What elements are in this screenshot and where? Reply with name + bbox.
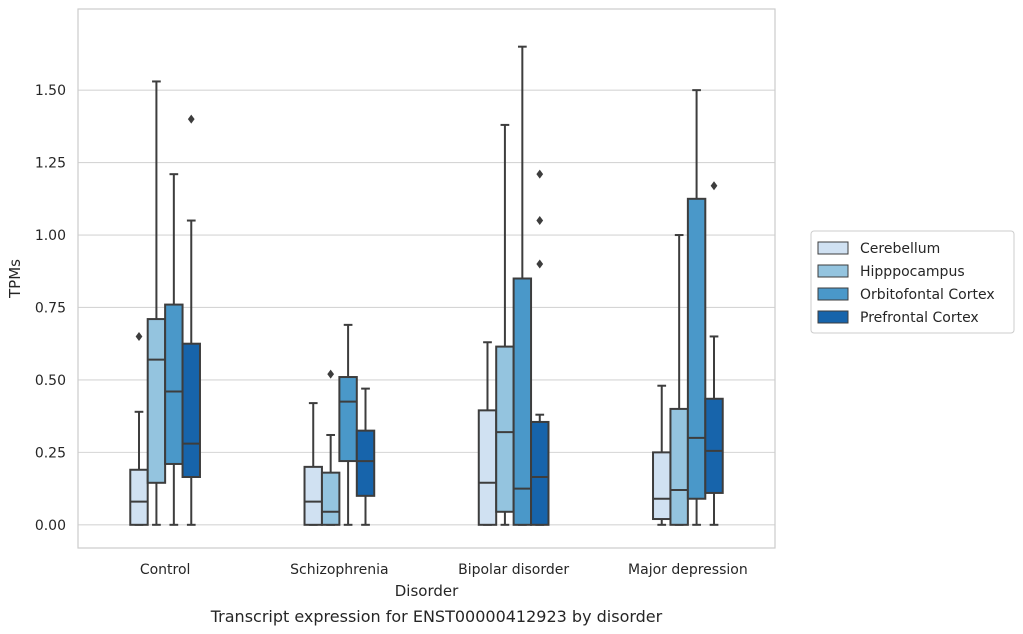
x-tick-label: Schizophrenia	[290, 562, 388, 578]
box-plot-1-1	[320, 369, 341, 526]
legend: Cerebellum Hipppocampus Orbitofontal Corte…	[810, 230, 1015, 334]
box-body	[338, 376, 358, 463]
outlier-point	[327, 369, 335, 379]
box-plot-3-1	[355, 387, 376, 526]
legend-label: Cerebellum	[860, 241, 940, 257]
box-plot-3-0	[181, 114, 201, 526]
chart-caption: Transcript expression for ENST0000041292…	[210, 607, 663, 626]
plot-frame	[77, 8, 776, 549]
box-body	[512, 277, 533, 526]
box-plot-1-0	[146, 80, 167, 526]
box-body	[495, 345, 515, 513]
y-tick-label: 0.00	[35, 518, 66, 534]
legend-label: Orbitofontal Cortex	[860, 287, 995, 303]
box-body	[530, 420, 550, 526]
box-body	[704, 397, 724, 494]
legend-swatch	[817, 310, 849, 324]
outlier-point	[536, 259, 544, 269]
box-plot-0-3	[652, 384, 672, 526]
legend-label: Prefrontal Cortex	[860, 310, 979, 326]
x-tick-label: Control	[140, 562, 191, 578]
box-plot-2-2	[512, 45, 533, 526]
outlier-point	[536, 169, 544, 179]
y-tick-label: 1.25	[35, 156, 66, 172]
box-plot-0-1	[303, 402, 323, 526]
box-body	[164, 303, 184, 465]
box-plot-0-0	[129, 331, 149, 526]
box-plot-2-0	[164, 173, 184, 526]
y-tick-label: 0.75	[35, 300, 66, 316]
box-body	[355, 429, 376, 497]
box-plot-3-3	[704, 181, 724, 526]
y-axis-label: TPMs	[6, 259, 24, 299]
y-axis-ticks: 0.00 0.25 0.50 0.75 1.00 1.25 1.50	[35, 83, 66, 534]
box-body	[669, 407, 689, 526]
box-body	[320, 471, 341, 526]
y-tick-label: 0.50	[35, 373, 66, 389]
x-tick-label: Bipolar disorder	[458, 562, 569, 578]
x-tick-label: Major depression	[628, 562, 748, 578]
legend-frame	[810, 230, 1015, 334]
x-axis-label: Disorder	[395, 582, 459, 600]
box-plot-2-1	[338, 323, 358, 526]
legend-swatch	[817, 241, 849, 255]
outlier-point	[135, 331, 143, 341]
box-body	[477, 409, 498, 526]
box-plot-1-2	[495, 123, 515, 526]
box-body	[129, 468, 149, 526]
legend-swatch	[817, 264, 849, 278]
box-plot-3-2	[530, 169, 550, 526]
legend-swatch	[817, 287, 849, 301]
box-body	[146, 318, 167, 484]
box-body	[652, 451, 672, 521]
outlier-point	[710, 181, 718, 191]
x-axis-ticks: Control Schizophrenia Bipolar disorder Majo…	[140, 562, 748, 578]
y-tick-label: 0.25	[35, 445, 66, 461]
outlier-point	[187, 114, 195, 124]
box-plot-2-3	[686, 89, 707, 526]
y-tick-label: 1.50	[35, 83, 66, 99]
box-body	[303, 465, 323, 526]
box-plot-0-2	[477, 341, 498, 526]
box-series	[129, 45, 724, 526]
outlier-point	[536, 216, 544, 226]
y-tick-label: 1.00	[35, 228, 66, 244]
box-body	[181, 342, 201, 479]
box-body	[686, 197, 707, 500]
legend-label: Hipppocampus	[860, 264, 965, 280]
